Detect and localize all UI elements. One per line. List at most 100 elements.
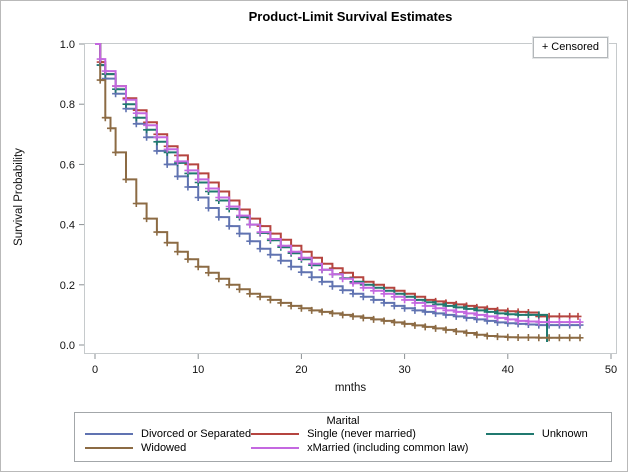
censor-marker bbox=[236, 212, 243, 220]
survival-curve-xmarried-including-common-law bbox=[95, 43, 580, 324]
censor-marker bbox=[380, 299, 388, 307]
censor-marker bbox=[535, 311, 543, 319]
legend-entry: Unknown bbox=[468, 428, 588, 440]
censor-marker bbox=[194, 194, 202, 201]
censor-marker bbox=[287, 248, 295, 256]
censor-marker bbox=[328, 270, 336, 278]
censor-marker bbox=[132, 109, 140, 117]
censor-marker bbox=[163, 145, 171, 153]
censor-marker bbox=[277, 242, 285, 250]
censor-marker bbox=[504, 333, 512, 341]
censor-marker bbox=[256, 245, 264, 253]
survival-curve-single-never-married bbox=[95, 43, 578, 318]
censor-marker bbox=[524, 311, 532, 319]
censor-marker bbox=[277, 257, 285, 265]
censor-marker bbox=[576, 318, 584, 326]
y-axis-label: Survival Probability bbox=[13, 148, 25, 246]
censor-marker bbox=[432, 324, 440, 332]
x-tick-label: 0 bbox=[92, 364, 98, 376]
legend-entry: Single (never married) bbox=[251, 428, 468, 440]
x-axis-label: mnths bbox=[334, 382, 367, 394]
censor-marker bbox=[359, 284, 367, 292]
censor-marker bbox=[370, 287, 378, 295]
censor-marker bbox=[297, 268, 305, 276]
legend-entry: Widowed bbox=[85, 442, 251, 454]
censor-marker bbox=[96, 55, 104, 63]
y-tick-label: 0.0 bbox=[60, 340, 75, 352]
censor-marker bbox=[576, 334, 584, 342]
censor-marker bbox=[339, 286, 347, 294]
censor-marker bbox=[535, 318, 543, 326]
censor-marker bbox=[524, 318, 532, 325]
legend-entry-label: xMarried (including common law) bbox=[307, 442, 469, 454]
legend-line-swatch bbox=[85, 447, 133, 449]
censor-marker bbox=[339, 311, 347, 319]
censor-marker bbox=[308, 260, 316, 268]
censor-marker bbox=[535, 334, 543, 342]
censor-marker bbox=[463, 309, 470, 317]
censor-marker bbox=[349, 279, 357, 287]
chart-title: Product-Limit Survival Estimates bbox=[248, 9, 453, 24]
legend-line-swatch bbox=[251, 433, 300, 435]
censor-marker bbox=[421, 302, 429, 310]
censor-marker bbox=[122, 96, 130, 104]
x-tick-label: 20 bbox=[295, 364, 307, 376]
censor-marker bbox=[256, 293, 264, 301]
censor-marker bbox=[194, 175, 202, 183]
censor-marker bbox=[266, 296, 274, 304]
censor-marker bbox=[101, 114, 109, 122]
y-tick-label: 0.8 bbox=[60, 99, 75, 111]
censor-marker bbox=[390, 293, 398, 301]
censor-marker bbox=[555, 334, 563, 342]
y-tick-label: 0.4 bbox=[60, 220, 75, 232]
legend-entry: xMarried (including common law) bbox=[251, 442, 468, 454]
censor-marker bbox=[401, 304, 409, 312]
censor-marker bbox=[297, 304, 305, 312]
censor-marker bbox=[246, 290, 254, 298]
censor-marker bbox=[494, 333, 501, 341]
censor-marker bbox=[483, 332, 491, 340]
censor-marker bbox=[163, 160, 171, 168]
censor-marker bbox=[555, 318, 563, 326]
censor-marker bbox=[473, 311, 481, 319]
survival-curve-unknown bbox=[95, 43, 548, 342]
censor-marker bbox=[205, 269, 212, 277]
censor-marker bbox=[174, 248, 182, 256]
censor-marker bbox=[390, 302, 398, 310]
censor-marker bbox=[514, 311, 522, 319]
censor-marker bbox=[266, 235, 274, 243]
censor-marker bbox=[494, 314, 501, 322]
censor-marker bbox=[215, 194, 223, 201]
censor-marker bbox=[318, 278, 326, 286]
censor-marker bbox=[112, 148, 120, 156]
legend-line-swatch bbox=[85, 433, 133, 435]
censor-marker bbox=[514, 317, 522, 325]
censor-marker bbox=[411, 306, 419, 314]
x-tick-label: 30 bbox=[398, 364, 410, 376]
censor-marker bbox=[225, 281, 233, 289]
censor-marker bbox=[174, 157, 182, 165]
legend-line-swatch bbox=[485, 433, 534, 435]
censor-marker bbox=[143, 133, 151, 141]
censor-marker bbox=[574, 312, 582, 320]
censor-marker bbox=[287, 263, 295, 271]
x-tick-label: 40 bbox=[502, 364, 514, 376]
censor-marker bbox=[349, 290, 357, 298]
censor-marker bbox=[359, 314, 367, 322]
censor-marker bbox=[215, 213, 223, 221]
censor-marker bbox=[96, 76, 104, 84]
censor-marker bbox=[328, 309, 336, 317]
censor-marker bbox=[514, 334, 522, 341]
legend-line-swatch bbox=[251, 447, 300, 449]
censor-marker bbox=[380, 290, 388, 298]
censor-marker bbox=[107, 124, 114, 132]
censor-marker bbox=[236, 230, 243, 238]
censor-marker bbox=[504, 315, 512, 323]
censor-marker bbox=[308, 273, 316, 281]
censor-marker bbox=[411, 299, 419, 307]
censor-marker bbox=[143, 215, 151, 223]
censor-marker bbox=[463, 329, 470, 337]
censor-marker bbox=[256, 228, 264, 236]
censor-marker bbox=[452, 308, 460, 316]
